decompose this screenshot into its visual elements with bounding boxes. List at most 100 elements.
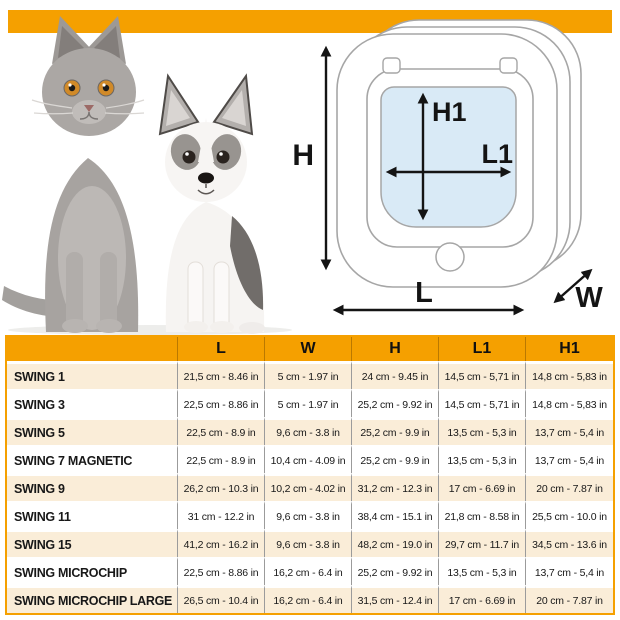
l-value-cell: 22,5 cm - 8.9 in — [178, 417, 265, 445]
col-header-l1: L1 — [439, 337, 526, 361]
cat-paw-right — [96, 319, 122, 333]
l-value-cell: 31 cm - 12.2 in — [178, 501, 265, 529]
l1-value-cell: 17 cm - 6.69 in — [439, 473, 526, 501]
hero-graphic: H H1 L1 L W — [2, 10, 612, 335]
w-value-cell: 9,6 cm - 3.8 in — [265, 529, 352, 557]
l1-value-cell: 13,5 cm - 5,3 in — [439, 445, 526, 473]
h-value-cell: 38,4 cm - 15.1 in — [352, 501, 439, 529]
h1-value-cell: 34,5 cm - 13.6 in — [526, 529, 613, 557]
col-header-h: H — [352, 337, 439, 361]
product-name-cell: SWING MICROCHIP — [7, 557, 178, 585]
w-value-cell: 10,4 cm - 4.09 in — [265, 445, 352, 473]
flap-lock-knob — [435, 242, 465, 272]
dog-back-patch — [230, 216, 264, 310]
table-row: SWING 1 21,5 cm - 8.46 in 5 cm - 1.97 in… — [7, 361, 613, 389]
h1-value-cell: 20 cm - 7.87 in — [526, 473, 613, 501]
dimension-label-w: W — [575, 282, 603, 314]
h-value-cell: 25,2 cm - 9.92 in — [352, 389, 439, 417]
w-value-cell: 16,2 cm - 6.4 in — [265, 557, 352, 585]
table-header-row: L W H L1 H1 — [7, 337, 613, 361]
table-row: SWING 9 26,2 cm - 10.3 in 10,2 cm - 4.02… — [7, 473, 613, 501]
l1-value-cell: 21,8 cm - 8.58 in — [439, 501, 526, 529]
dog-ear-left-inner — [166, 90, 190, 126]
flap-diagram — [336, 19, 582, 288]
l-value-cell: 41,2 cm - 16.2 in — [178, 529, 265, 557]
dog-hind-paw — [239, 322, 265, 334]
l1-value-cell: 14,5 cm - 5,71 in — [439, 361, 526, 389]
dimension-label-h1: H1 — [432, 97, 467, 127]
table-row: SWING 7 MAGNETIC 22,5 cm - 8.9 in 10,4 c… — [7, 445, 613, 473]
l1-value-cell: 13,5 cm - 5,3 in — [439, 417, 526, 445]
h-value-cell: 25,2 cm - 9.9 in — [352, 417, 439, 445]
h-value-cell: 31,5 cm - 12.4 in — [352, 585, 439, 613]
flap-hinge-left — [382, 57, 401, 74]
cat-paw-left — [62, 319, 88, 333]
dog-paw-right — [210, 321, 234, 333]
l1-value-cell: 17 cm - 6.69 in — [439, 585, 526, 613]
dog-mouth — [197, 184, 215, 195]
cat-leg-left — [66, 252, 83, 332]
w-value-cell: 5 cm - 1.97 in — [265, 389, 352, 417]
cat-nose — [84, 105, 94, 112]
cat-eye-highlight-right — [102, 83, 106, 87]
flap-hinge-right — [499, 57, 518, 74]
h1-value-cell: 13,7 cm - 5,4 in — [526, 445, 613, 473]
w-value-cell: 9,6 cm - 3.8 in — [265, 417, 352, 445]
l1-value-cell: 13,5 cm - 5,3 in — [439, 557, 526, 585]
dimension-arrows — [320, 45, 593, 316]
dog-illustration — [158, 73, 265, 334]
h1-value-cell: 25,5 cm - 10.0 in — [526, 501, 613, 529]
cat-illustration — [2, 16, 145, 333]
col-header-product — [7, 337, 178, 361]
size-table: L W H L1 H1 SWING 1 21,5 cm - 8.46 in 5 … — [5, 335, 615, 615]
l-value-cell: 26,2 cm - 10.3 in — [178, 473, 265, 501]
l-value-cell: 26,5 cm - 10.4 in — [178, 585, 265, 613]
table-row: SWING MICROCHIP 22,5 cm - 8.86 in 16,2 c… — [7, 557, 613, 585]
w-value-cell: 5 cm - 1.97 in — [265, 361, 352, 389]
cat-whiskers — [31, 99, 145, 115]
product-name-cell: SWING 11 — [7, 501, 178, 529]
l-value-cell: 21,5 cm - 8.46 in — [178, 361, 265, 389]
table-row: SWING MICROCHIP LARGE 26,5 cm - 10.4 in … — [7, 585, 613, 613]
product-name-cell: SWING 7 MAGNETIC — [7, 445, 178, 473]
h-value-cell: 48,2 cm - 19.0 in — [352, 529, 439, 557]
col-header-l: L — [178, 337, 265, 361]
dog-eye-highlight-left — [185, 152, 189, 156]
w-value-cell: 10,2 cm - 4.02 in — [265, 473, 352, 501]
h1-value-cell: 14,8 cm - 5,83 in — [526, 389, 613, 417]
l1-value-cell: 14,5 cm - 5,71 in — [439, 389, 526, 417]
h1-value-cell: 14,8 cm - 5,83 in — [526, 361, 613, 389]
col-header-w: W — [265, 337, 352, 361]
h-value-cell: 25,2 cm - 9.92 in — [352, 557, 439, 585]
dog-eye-right — [216, 150, 230, 164]
arrow-w — [553, 268, 593, 304]
col-header-h1: H1 — [526, 337, 613, 361]
w-value-cell: 9,6 cm - 3.8 in — [265, 501, 352, 529]
table-row: SWING 5 22,5 cm - 8.9 in 9,6 cm - 3.8 in… — [7, 417, 613, 445]
product-name-cell: SWING 15 — [7, 529, 178, 557]
dog-eye-left — [182, 150, 196, 164]
dog-paw-left — [184, 321, 208, 333]
product-name-cell: SWING 5 — [7, 417, 178, 445]
cat-mouth — [79, 111, 99, 120]
product-name-cell: SWING MICROCHIP LARGE — [7, 585, 178, 613]
product-name-cell: SWING 9 — [7, 473, 178, 501]
dog-blaze — [198, 118, 214, 162]
h1-value-cell: 13,7 cm - 5,4 in — [526, 417, 613, 445]
dimension-label-l: L — [415, 277, 433, 309]
l-value-cell: 22,5 cm - 8.86 in — [178, 389, 265, 417]
table-row: SWING 3 22,5 cm - 8.86 in 5 cm - 1.97 in… — [7, 389, 613, 417]
cat-leg-right — [100, 252, 117, 332]
dimension-label-l1: L1 — [481, 139, 513, 169]
cat-eye-highlight-left — [68, 83, 72, 87]
l-value-cell: 22,5 cm - 8.86 in — [178, 557, 265, 585]
l1-value-cell: 29,7 cm - 11.7 in — [439, 529, 526, 557]
h-value-cell: 24 cm - 9.45 in — [352, 361, 439, 389]
dog-ear-right-inner — [222, 90, 246, 126]
dimension-label-h: H — [292, 139, 314, 172]
product-name-cell: SWING 1 — [7, 361, 178, 389]
h-value-cell: 31,2 cm - 12.3 in — [352, 473, 439, 501]
product-name-cell: SWING 3 — [7, 389, 178, 417]
h-value-cell: 25,2 cm - 9.9 in — [352, 445, 439, 473]
